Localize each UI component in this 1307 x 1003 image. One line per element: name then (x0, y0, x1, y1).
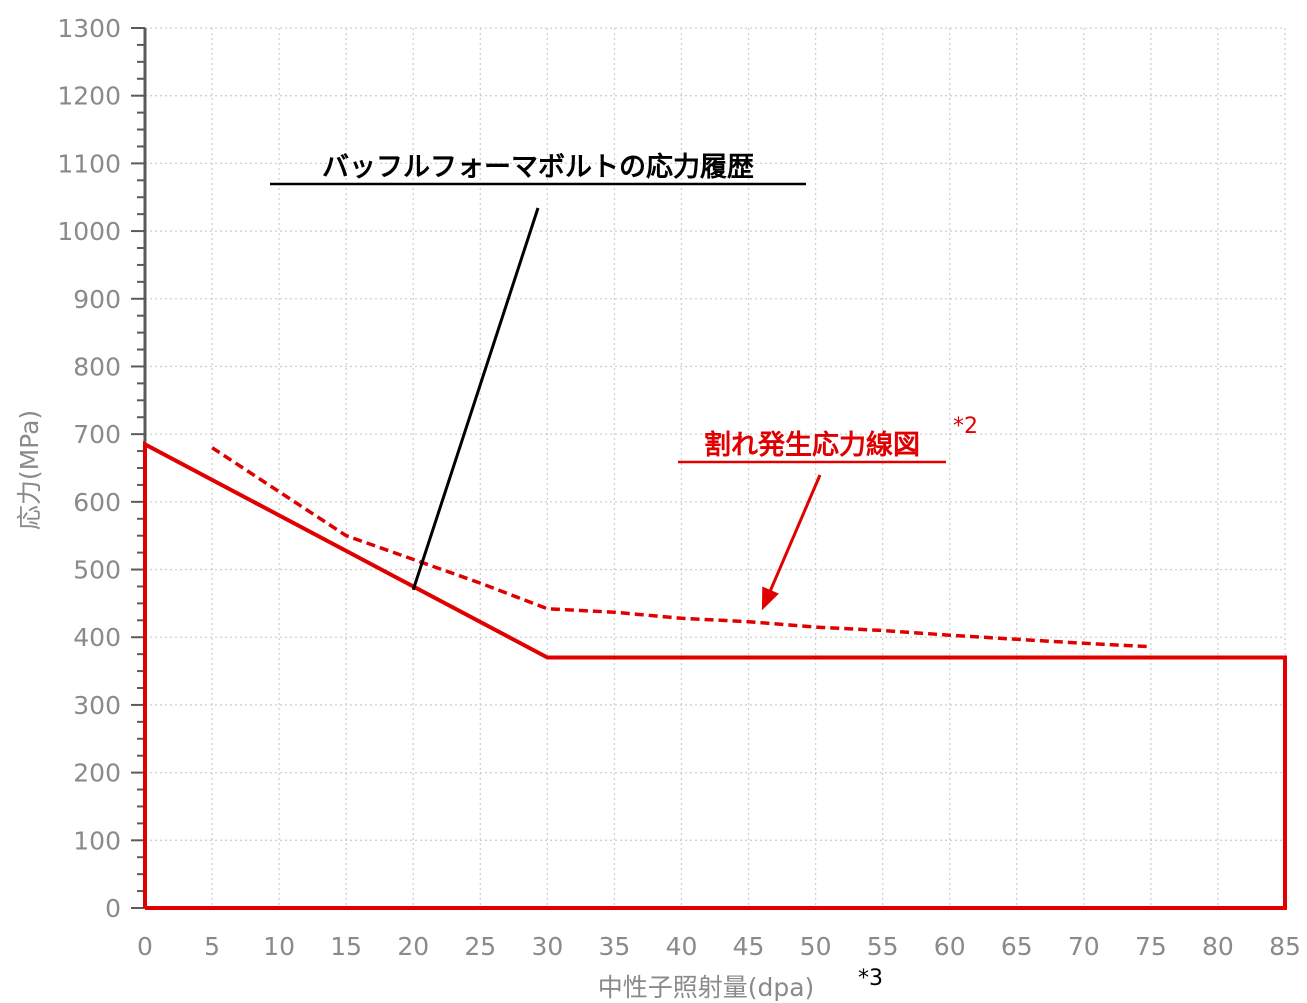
y-tick-label: 100 (73, 826, 121, 855)
x-tick-label: 45 (733, 932, 765, 961)
y-tick-label: 800 (73, 352, 121, 381)
x-tick-label: 55 (867, 932, 899, 961)
x-tick-label: 35 (599, 932, 631, 961)
y-tick-label: 900 (73, 285, 121, 314)
x-tick-label: 50 (800, 932, 832, 961)
y-axis: 0 100 200 300 400 500 600 700 800 900 1000 1100 1200… (57, 14, 147, 923)
x-tick-label: 15 (330, 932, 362, 961)
crack-stress-arrow-head (761, 586, 779, 611)
crack-stress-arrow-shaft (766, 474, 822, 597)
x-tick-label: 70 (1068, 932, 1100, 961)
bolt-stress-history-line (143, 440, 1287, 910)
y-tick-label: 500 (73, 556, 121, 585)
x-axis-title-text: 中性子照射量(dpa) (598, 973, 815, 1002)
x-tick-label: 20 (397, 932, 429, 961)
y-tick-label: 1300 (57, 14, 121, 43)
y-tick-label: 200 (73, 759, 121, 788)
y-axis-title: 応力(MPa) (15, 410, 44, 530)
x-tick-label: 80 (1202, 932, 1234, 961)
y-tick-label: 1200 (57, 82, 121, 111)
x-tick-label: 30 (531, 932, 563, 961)
y-tick-label: 600 (73, 488, 121, 517)
x-tick-label: 65 (1001, 932, 1033, 961)
x-tick-label: 5 (204, 932, 220, 961)
crack-stress-label: 割れ発生応力線図 (704, 429, 920, 461)
x-tick-label: 85 (1269, 932, 1301, 961)
bolt-history-label: バッフルフォーマボルトの応力履歴 (322, 151, 754, 183)
x-axis-title-note: *3 (858, 966, 883, 991)
crack-stress-note: *2 (953, 414, 978, 439)
x-tick-label: 0 (137, 932, 153, 961)
x-tick-label: 25 (464, 932, 496, 961)
y-tick-label: 400 (73, 623, 121, 652)
x-tick-label: 10 (263, 932, 295, 961)
x-tick-label: 60 (934, 932, 966, 961)
series-layer (143, 440, 1287, 910)
x-tick-label: 75 (1135, 932, 1167, 961)
grid (145, 27, 1286, 908)
x-tick-label: 40 (666, 932, 698, 961)
x-axis: 0 5 10 15 20 25 30 35 40 45 50 55 60 65 70 75 80 85 (137, 932, 1301, 961)
x-axis-title: 中性子照射量(dpa) (598, 973, 815, 1002)
y-tick-label: 1000 (57, 217, 121, 246)
y-tick-label: 300 (73, 691, 121, 720)
crack-stress-line (211, 446, 1151, 649)
bolt-history-leader (411, 207, 540, 591)
y-tick-label: 0 (105, 894, 121, 923)
y-tick-label: 1100 (57, 149, 121, 178)
y-tick-label: 700 (73, 420, 121, 449)
